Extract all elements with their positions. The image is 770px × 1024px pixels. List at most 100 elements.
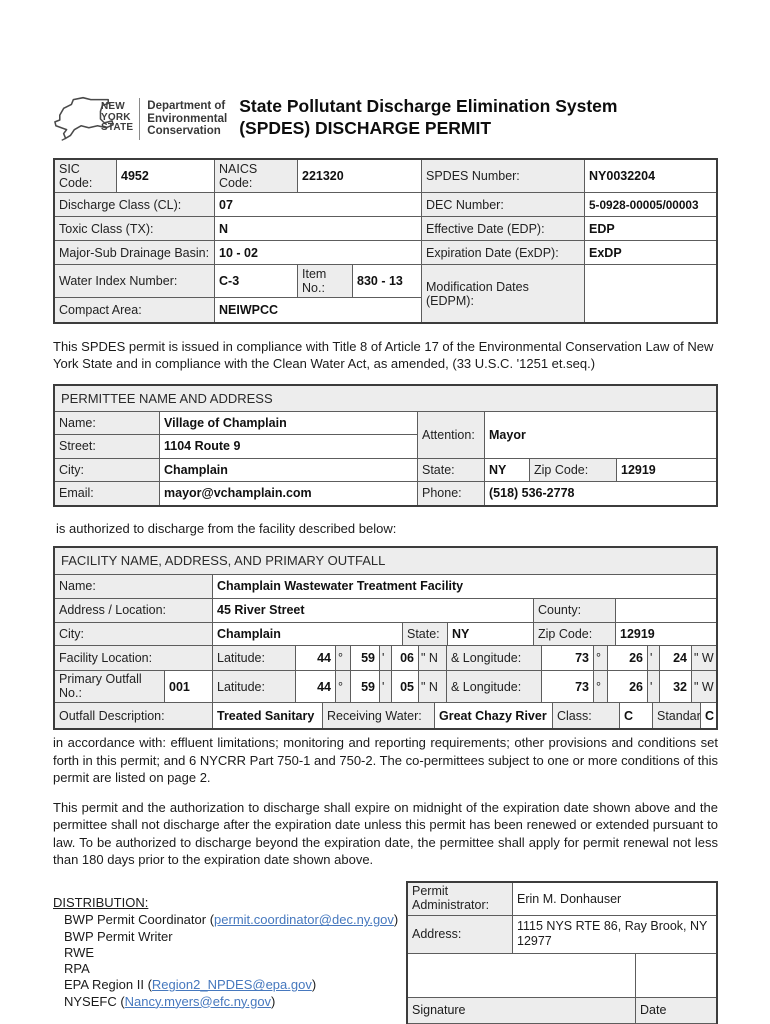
degree-symbol: ° <box>336 670 351 703</box>
item-no-value: 830 - 13 <box>353 265 422 297</box>
modification-dates-label: Modification Dates (EDPM): <box>422 265 585 322</box>
outfall-latitude-sec-value: 05 <box>392 670 419 703</box>
effective-date-value: EDP <box>589 221 615 236</box>
second-north-symbol: " N <box>419 670 447 703</box>
class-label: Class: <box>553 703 620 729</box>
permittee-zip-label: Zip Code: <box>530 458 617 481</box>
second-west-symbol: " W <box>692 645 716 670</box>
expiration-date-value: ExDP <box>589 245 622 260</box>
latitude-min-value: 59 <box>351 645 380 670</box>
permit-info-table: SIC Code: 4952 NAICS Code: 221320 SPDES … <box>53 158 718 324</box>
facility-city-label: City: <box>55 622 213 645</box>
degree-symbol: ° <box>594 670 608 703</box>
facility-table: FACILITY NAME, ADDRESS, AND PRIMARY OUTF… <box>53 545 718 731</box>
permittee-table: PERMITTEE NAME AND ADDRESS Name: Village… <box>53 383 718 507</box>
receiving-water-value: Great Chazy River <box>435 703 553 729</box>
facility-state-value: NY <box>448 622 534 645</box>
sic-code-value: 4952 <box>117 160 215 192</box>
facility-name-value: Champlain Wastewater Treatment Facility <box>217 579 464 594</box>
standard-label: Standard: <box>653 703 701 729</box>
distribution-item-bwp-coordinator: BWP Permit Coordinator (permit.coordinat… <box>64 912 399 928</box>
minute-symbol: ' <box>648 670 660 703</box>
nysefc-email-link[interactable]: Nancy.myers@efc.ny.gov <box>124 993 272 1009</box>
permit-administrator-table: Permit Administrator: Erin M. Donhauser … <box>406 881 718 1024</box>
longitude-deg-value: 73 <box>542 645 594 670</box>
page-title: State Pollutant Discharge Elimination Sy… <box>239 96 618 139</box>
facility-name-label: Name: <box>55 574 213 598</box>
latitude-label: Latitude: <box>213 670 296 703</box>
longitude-label: & Longitude: <box>447 670 542 703</box>
latitude-deg-value: 44 <box>296 645 336 670</box>
minute-symbol: ' <box>648 645 660 670</box>
authorized-text: is authorized to discharge from the faci… <box>56 520 397 536</box>
compact-area-label: Compact Area: <box>55 298 215 322</box>
distribution-item-bwp-writer: BWP Permit Writer <box>64 928 173 944</box>
dec-number-value: 5-0928-00005/00003 <box>589 197 699 212</box>
discharge-class-label: Discharge Class (CL): <box>55 193 215 216</box>
minute-symbol: ' <box>380 645 392 670</box>
date-label: Date <box>636 997 716 1023</box>
distribution-item-rwe: RWE <box>64 944 95 960</box>
drainage-basin-label: Major-Sub Drainage Basin: <box>55 241 215 264</box>
document-header: NEW YORK STATE Department of Environment… <box>53 95 718 149</box>
outfall-longitude-sec-value: 32 <box>660 670 692 703</box>
nys-dec-logo: NEW YORK STATE Department of Environment… <box>53 95 227 143</box>
permittee-state-value: NY <box>485 458 530 481</box>
item-no-label: Item No.: <box>298 265 353 297</box>
signature-area <box>408 953 636 997</box>
distribution-block: DISTRIBUTION: BWP Permit Coordinator (pe… <box>53 881 406 1010</box>
standard-value: C <box>705 708 715 723</box>
class-value: C <box>620 703 653 729</box>
longitude-min-value: 26 <box>608 645 648 670</box>
water-index-value: C-3 <box>215 265 298 297</box>
logo-department-text: Department of Environmental Conservation <box>147 99 228 138</box>
expiration-paragraph: This permit and the authorization to dis… <box>53 800 718 868</box>
logo-divider <box>139 98 141 140</box>
primary-outfall-number: 001 <box>165 670 213 703</box>
outfall-description-value: Treated Sanitary <box>213 703 323 729</box>
permittee-street-label: Street: <box>55 434 160 458</box>
distribution-item-rpa: RPA <box>64 961 90 977</box>
longitude-label: & Longitude: <box>447 645 542 670</box>
latitude-label: Latitude: <box>213 645 296 670</box>
permittee-city-value: Champlain <box>160 458 418 481</box>
facility-section-title: FACILITY NAME, ADDRESS, AND PRIMARY OUTF… <box>55 547 716 574</box>
second-west-symbol: " W <box>692 670 716 703</box>
ny-state-outline-icon <box>54 96 114 141</box>
outfall-longitude-deg-value: 73 <box>542 670 594 703</box>
facility-zip-value: 12919 <box>620 626 655 641</box>
coordinator-email-link[interactable]: permit.coordinator@dec.ny.gov <box>214 912 394 928</box>
distribution-item-nysefc: NYSEFC (Nancy.myers@efc.ny.gov) <box>64 993 276 1009</box>
degree-symbol: ° <box>594 645 608 670</box>
outfall-latitude-deg-value: 44 <box>296 670 336 703</box>
latitude-sec-value: 06 <box>392 645 419 670</box>
attention-label: Attention: <box>418 411 485 458</box>
longitude-sec-value: 24 <box>660 645 692 670</box>
permittee-email-value: mayor@vchamplain.com <box>160 481 418 505</box>
permittee-section-title: PERMITTEE NAME AND ADDRESS <box>55 385 716 411</box>
water-index-label: Water Index Number: <box>55 265 215 297</box>
toxic-class-value: N <box>215 217 422 240</box>
permittee-phone-label: Phone: <box>418 481 485 505</box>
toxic-class-label: Toxic Class (TX): <box>55 217 215 240</box>
date-area <box>636 954 716 997</box>
spdes-number-value: NY0032204 <box>589 169 656 183</box>
second-north-symbol: " N <box>419 645 447 670</box>
outfall-latitude-min-value: 59 <box>351 670 380 703</box>
expiration-date-label: Expiration Date (ExDP): <box>422 241 585 264</box>
administrator-address-value: 1115 NYS RTE 86, Ray Brook, NY 12977 <box>517 919 708 949</box>
accordance-paragraph: in accordance with: effluent limitations… <box>53 735 718 785</box>
signature-label: Signature <box>408 997 636 1023</box>
permittee-city-label: City: <box>55 458 160 481</box>
permittee-street-value: 1104 Route 9 <box>160 434 418 458</box>
permittee-state-label: State: <box>418 458 485 481</box>
permittee-phone-value: (518) 536-2778 <box>489 486 575 501</box>
epa-email-link[interactable]: Region2_NPDES@epa.gov <box>151 977 312 993</box>
discharge-class-value: 07 <box>215 193 422 216</box>
compact-area-value: NEIWPCC <box>215 298 422 322</box>
distribution-item-epa: EPA Region II (Region2_NPDES@epa.gov) <box>64 977 317 993</box>
facility-city-value: Champlain <box>213 622 403 645</box>
effective-date-label: Effective Date (EDP): <box>422 217 585 240</box>
receiving-water-label: Receiving Water: <box>323 703 435 729</box>
